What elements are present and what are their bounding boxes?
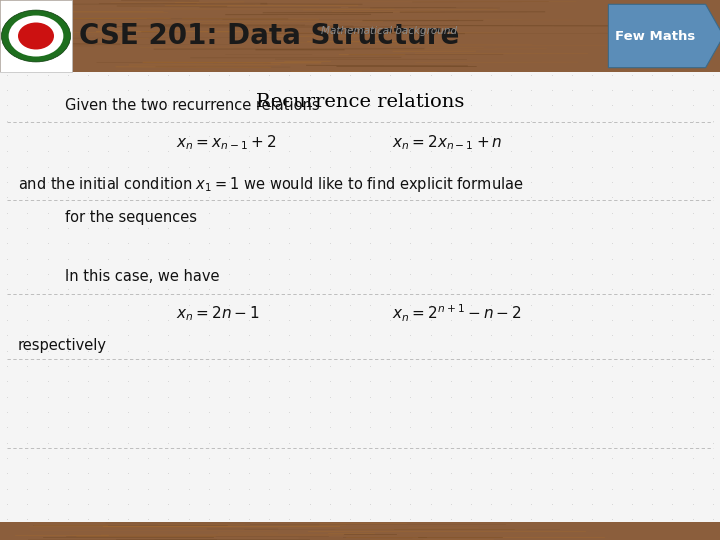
- Bar: [0, 0, 720, 72]
- Circle shape: [1, 10, 71, 62]
- Text: respectively: respectively: [18, 338, 107, 353]
- Circle shape: [9, 16, 63, 57]
- Bar: [0, 522, 720, 540]
- Text: for the sequences: for the sequences: [65, 210, 197, 225]
- Text: Recurrence relations: Recurrence relations: [256, 93, 464, 111]
- Text: Mathematical background: Mathematical background: [320, 25, 457, 36]
- Text: $x_n = 2x_{n-1} + n$: $x_n = 2x_{n-1} + n$: [392, 134, 503, 152]
- Text: Given the two recurrence relations: Given the two recurrence relations: [65, 98, 320, 113]
- Text: $x_n = 2n - 1$: $x_n = 2n - 1$: [176, 304, 260, 322]
- Text: In this case, we have: In this case, we have: [65, 269, 220, 284]
- Polygon shape: [608, 4, 720, 68]
- Bar: [0, 0, 72, 72]
- Text: $x_n = x_{n-1} + 2$: $x_n = x_{n-1} + 2$: [176, 134, 276, 152]
- Text: $x_n = 2^{n+1} - n - 2$: $x_n = 2^{n+1} - n - 2$: [392, 302, 522, 324]
- Text: Few Maths: Few Maths: [615, 30, 696, 43]
- Bar: [0, 72, 720, 522]
- Text: CSE 201: Data Structure: CSE 201: Data Structure: [79, 22, 459, 50]
- Circle shape: [18, 23, 54, 50]
- Text: and the initial condition $x_1 = 1$ we would like to find explicit formulae: and the initial condition $x_1 = 1$ we w…: [18, 175, 523, 194]
